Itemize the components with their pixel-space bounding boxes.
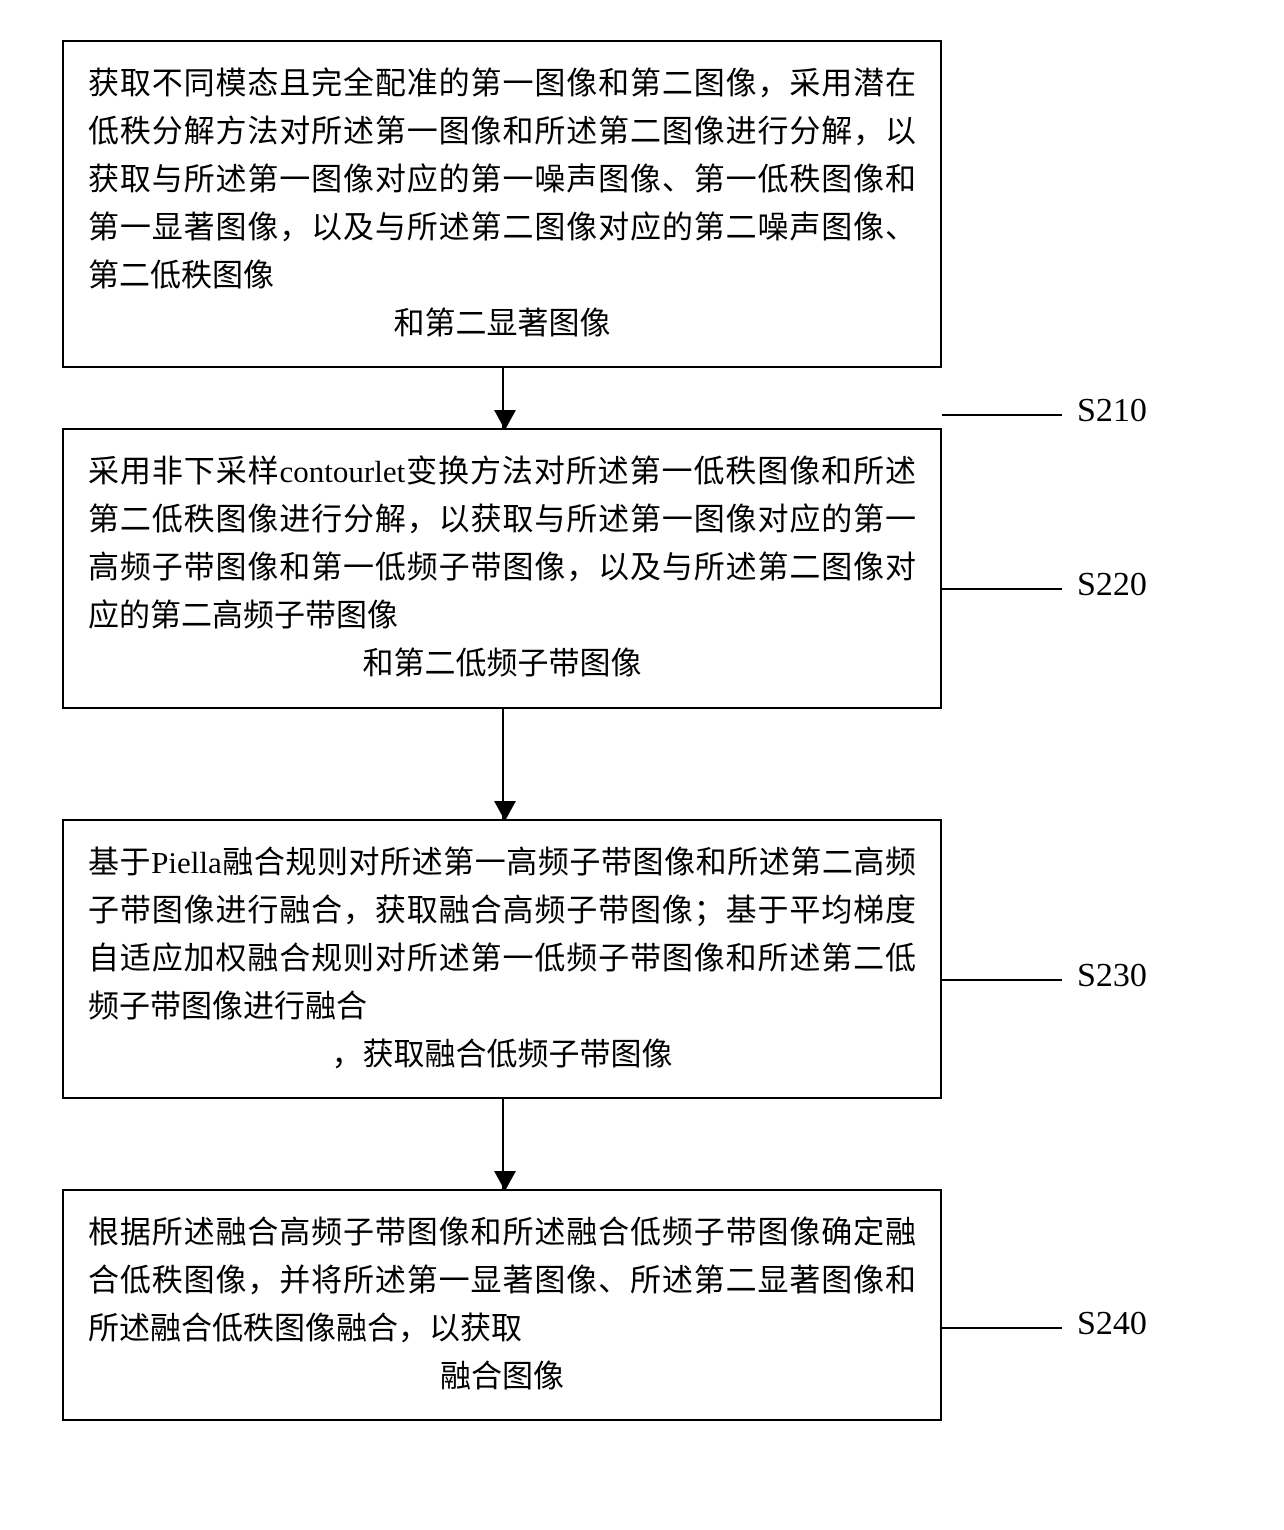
flow-row-s220: 采用非下采样contourlet变换方法对所述第一低秩图像和所述第二低秩图像进行…: [62, 428, 1222, 708]
step-text-s240-main: 根据所述融合高频子带图像和所述融合低频子带图像确定融合低秩图像，并将所述第一显著…: [88, 1215, 916, 1346]
step-text-s240-last: 融合图像: [88, 1353, 916, 1401]
step-box-s220: 采用非下采样contourlet变换方法对所述第一低秩图像和所述第二低秩图像进行…: [62, 428, 942, 708]
flow-row-s240: 根据所述融合高频子带图像和所述融合低频子带图像确定融合低秩图像，并将所述第一显著…: [62, 1189, 1222, 1421]
lead-line-s220: [942, 588, 1062, 590]
flowchart-container: 获取不同模态且完全配准的第一图像和第二图像，采用潜在低秩分解方法对所述第一图像和…: [62, 40, 1222, 1421]
connector-3: [502, 1099, 504, 1189]
step-text-s210-last: 和第二显著图像: [88, 300, 916, 348]
step-label-s220: S220: [1077, 566, 1147, 604]
lead-line-s240: [942, 1327, 1062, 1329]
step-text-s230-last: ，获取融合低频子带图像: [88, 1031, 916, 1079]
step-label-s210: S210: [1077, 392, 1147, 430]
step-text-s220-last: 和第二低频子带图像: [88, 640, 916, 688]
flow-row-s210: 获取不同模态且完全配准的第一图像和第二图像，采用潜在低秩分解方法对所述第一图像和…: [62, 40, 1222, 368]
connector-1: [502, 368, 504, 428]
flow-row-s230: 基于Piella融合规则对所述第一高频子带图像和所述第二高频子带图像进行融合，获…: [62, 819, 1222, 1099]
step-box-s240: 根据所述融合高频子带图像和所述融合低频子带图像确定融合低秩图像，并将所述第一显著…: [62, 1189, 942, 1421]
step-box-s230: 基于Piella融合规则对所述第一高频子带图像和所述第二高频子带图像进行融合，获…: [62, 819, 942, 1099]
step-text-s210-main: 获取不同模态且完全配准的第一图像和第二图像，采用潜在低秩分解方法对所述第一图像和…: [88, 66, 916, 293]
lead-line-s210: [942, 414, 1062, 416]
lead-line-s230: [942, 979, 1062, 981]
step-label-s240: S240: [1077, 1305, 1147, 1343]
step-box-s210: 获取不同模态且完全配准的第一图像和第二图像，采用潜在低秩分解方法对所述第一图像和…: [62, 40, 942, 368]
step-text-s230-main: 基于Piella融合规则对所述第一高频子带图像和所述第二高频子带图像进行融合，获…: [88, 845, 916, 1024]
step-label-s230: S230: [1077, 957, 1147, 995]
connector-2: [502, 709, 504, 819]
step-text-s220-main: 采用非下采样contourlet变换方法对所述第一低秩图像和所述第二低秩图像进行…: [88, 454, 916, 633]
